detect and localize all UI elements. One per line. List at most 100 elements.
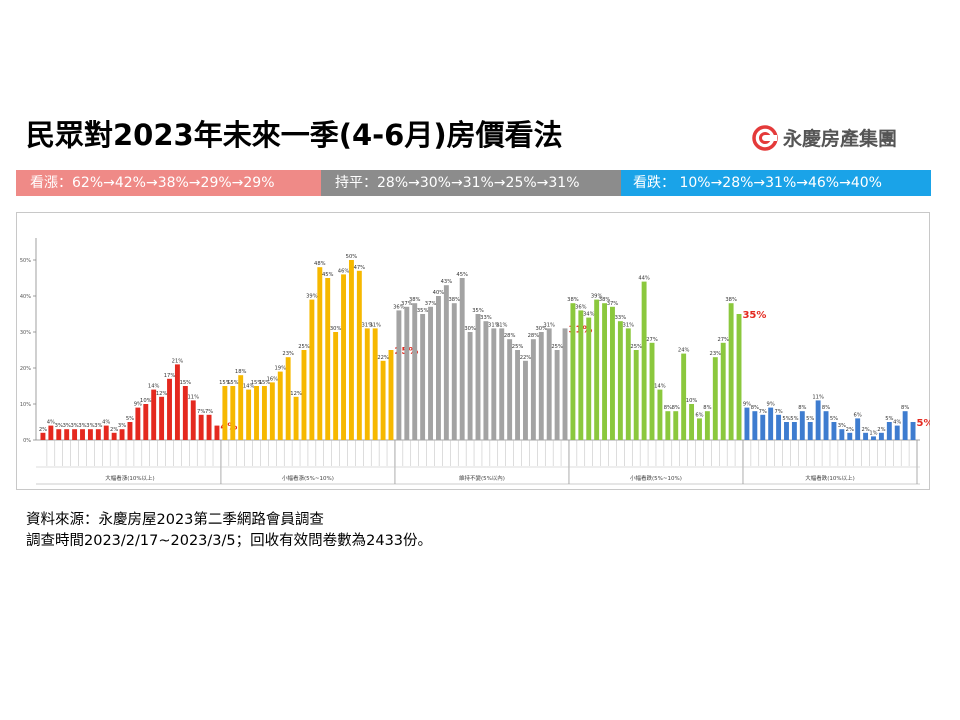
data-label: 31% [543,322,555,328]
bar [443,285,449,440]
bar [744,407,750,440]
bar [214,425,220,440]
bar [246,389,252,440]
data-label: 38% [725,297,737,303]
bar [681,353,687,440]
bar [459,278,465,440]
bar [776,414,782,440]
chart-frame [16,212,930,490]
data-label: 3% [86,423,94,429]
data-label: 6% [695,412,703,418]
data-label: 2% [846,427,854,433]
bar [167,378,172,440]
bar [238,375,244,440]
bar [586,317,592,440]
data-label: 17% [164,373,176,379]
highlight-data-label: 4% [220,422,237,433]
data-label: 31% [496,322,508,328]
group-label: 小幅看跌(5%~10%) [630,474,682,482]
data-label: 24% [678,348,690,354]
bar [348,260,354,440]
bar [341,274,346,440]
bar [847,432,853,440]
data-label: 14% [654,384,666,390]
data-label: 39% [306,294,318,300]
group-label: 維持不變(5%以內) [459,474,505,482]
highlight-data-label: 35% [742,310,766,321]
bar [190,400,196,440]
data-label: 8% [822,405,830,411]
price-outlook-bar-chart: 0%10%20%30%40%50%2%4%3% 3% 3% 3% 3% 3%4%2%3%5… [20,238,930,485]
data-label: 8% [751,405,759,411]
bar [633,350,639,440]
bar [641,281,647,440]
bar [768,407,774,440]
bar [182,386,188,440]
bar [404,306,410,440]
bar [64,429,70,440]
data-label: 16% [267,376,279,382]
bar [570,303,576,440]
data-label: 6% [854,412,862,418]
bar [269,382,275,440]
data-label: 15% [180,380,192,386]
bar [815,400,821,440]
bar [784,422,789,440]
bar [697,418,702,440]
bar [878,432,884,440]
data-label: 5% [830,416,838,422]
bar [356,270,362,440]
bar [649,342,655,440]
data-label: 18% [235,369,247,375]
data-label: 14% [243,384,255,390]
bar [380,360,386,440]
y-tick-label: 20% [20,366,31,372]
bar [736,314,742,440]
bar [617,321,623,440]
data-label: 7% [759,409,767,415]
data-label: 19% [274,366,286,372]
data-label: 3% [838,423,846,429]
bar [760,414,766,440]
bar [673,411,679,440]
data-label: 40% [433,290,445,296]
data-label: 12% [156,391,168,397]
data-label: 46% [338,268,350,274]
data-label: 39% [591,294,603,300]
y-tick-label: 40% [20,294,31,300]
data-label: 43% [441,279,453,285]
y-tick-label: 50% [20,258,31,264]
data-label: 5% [790,416,798,422]
data-label: 45% [456,272,468,278]
data-label: 27% [646,337,658,343]
data-label: 28% [504,333,516,339]
bar [594,299,600,440]
bar [665,411,671,440]
band-flat-summary: 持平：28%→30%→31%→25%→31% [321,170,621,196]
data-label: 37% [607,301,619,307]
bar [40,432,46,440]
data-label: 10% [686,398,698,404]
data-label: 30% [464,326,476,332]
bar [554,350,560,440]
bar [475,314,481,440]
bar [103,425,109,440]
bar [48,425,54,440]
data-label: 9% [743,402,751,408]
data-label: 22% [520,355,532,361]
data-label: 14% [148,384,160,390]
data-label: 8% [901,405,909,411]
data-label: 45% [322,272,334,278]
data-label: 50% [346,254,358,260]
bar [839,429,845,440]
bar [483,321,489,440]
bar [791,422,797,440]
data-label: 31% [623,322,635,328]
bar [293,396,299,440]
bar [467,332,473,440]
data-label: 10% [140,398,152,404]
bar [530,339,536,440]
bar [515,350,521,440]
bar [902,411,908,440]
data-label: 3% [118,423,126,429]
